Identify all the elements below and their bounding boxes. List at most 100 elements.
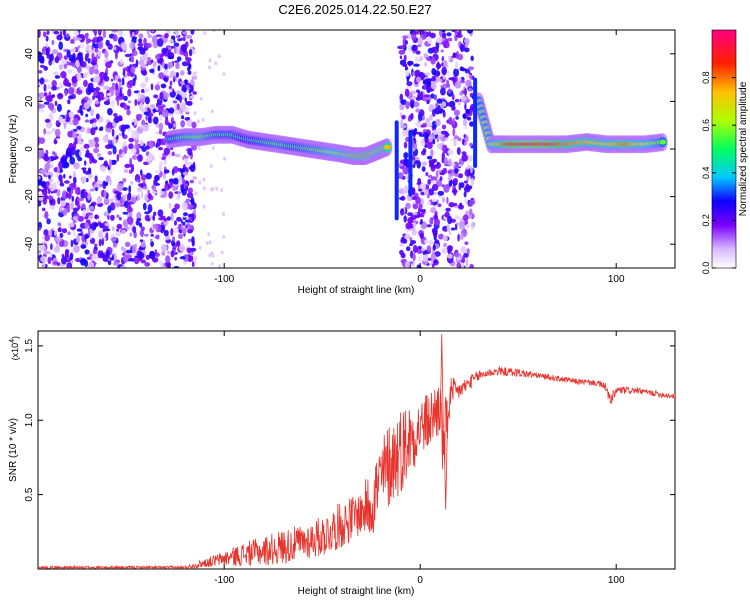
noise-blob [430, 93, 435, 99]
noise-blob [469, 208, 473, 216]
noise-blob [54, 138, 57, 145]
noise-blob [467, 30, 473, 34]
noise-blob [110, 236, 118, 242]
noise-blob [57, 197, 61, 205]
noise-blob [81, 176, 87, 182]
noise-blob [430, 149, 434, 157]
noise-blob [217, 54, 221, 59]
noise-blob [144, 76, 149, 83]
noise-blob [144, 233, 149, 237]
noise-blob [462, 113, 467, 119]
noise-blob [39, 243, 45, 251]
noise-blob [43, 92, 48, 97]
noise-blob [83, 102, 90, 110]
noise-blob [464, 103, 467, 111]
noise-blob [116, 228, 120, 232]
noise-blob [55, 236, 62, 242]
noise-blob [56, 103, 62, 112]
noise-blob [115, 231, 122, 237]
noise-blob [142, 124, 150, 132]
noise-blob [43, 155, 50, 162]
noise-blob [142, 180, 146, 186]
noise-blob [146, 30, 150, 35]
noise-blob [464, 126, 468, 130]
noise-blob [67, 69, 73, 74]
noise-blob [150, 83, 154, 91]
noise-blob [432, 46, 435, 52]
noise-blob [148, 140, 154, 149]
noise-blob [72, 117, 79, 126]
noise-blob [82, 73, 86, 78]
noise-blob [157, 209, 164, 217]
noise-blob [214, 61, 218, 66]
noise-blob [79, 34, 86, 43]
noise-blob [428, 239, 433, 246]
noise-blob [452, 52, 456, 58]
noise-blob [53, 246, 61, 253]
noise-blob [84, 222, 89, 229]
noise-blob [80, 61, 87, 68]
noise-blob [434, 251, 441, 257]
noise-blob [75, 188, 78, 194]
noise-blob [181, 61, 189, 67]
noise-blob [170, 250, 175, 258]
noise-blob [400, 118, 404, 127]
noise-blob [88, 228, 93, 234]
noise-blob [406, 246, 411, 252]
noise-blob [38, 30, 41, 38]
noise-blob [104, 50, 109, 59]
y-tick-label: 1.0 [24, 413, 35, 427]
noise-blob [52, 182, 57, 191]
noise-blob [403, 152, 409, 159]
noise-blob [74, 30, 80, 36]
noise-blob [426, 245, 432, 253]
snr-frame [37, 330, 676, 570]
noise-blob [144, 211, 151, 215]
noise-blob [186, 192, 194, 199]
noise-blob [211, 186, 215, 191]
noise-blob [103, 160, 108, 166]
noise-blob [406, 81, 413, 87]
noise-blob [182, 221, 186, 226]
noise-blob [426, 122, 433, 127]
noise-blob [42, 189, 48, 196]
noise-blob [158, 147, 163, 151]
noise-blob [453, 187, 457, 196]
noise-blob [190, 30, 195, 35]
noise-blob [141, 119, 146, 127]
noise-blob [193, 111, 197, 116]
noise-blob [56, 262, 61, 267]
noise-blob [171, 168, 175, 176]
noise-blob [64, 249, 69, 258]
noise-blob [455, 223, 458, 231]
x-tick-label: 100 [608, 274, 625, 285]
noise-blob [147, 204, 153, 213]
noise-blob [223, 156, 227, 161]
noise-blob [158, 129, 163, 135]
noise-blob [134, 99, 138, 106]
noise-blob [446, 32, 452, 37]
y-tick-label: 1.5 [24, 338, 35, 352]
noise-blob [447, 88, 452, 94]
noise-blob [429, 32, 436, 39]
x-tick-label: 0 [417, 274, 423, 285]
noise-blob [103, 197, 110, 206]
noise-blob [423, 61, 428, 67]
noise-blob [418, 256, 422, 263]
noise-blob [134, 143, 140, 149]
noise-blob [469, 121, 475, 127]
noise-blob [68, 222, 75, 228]
noise-blob [98, 230, 103, 239]
noise-blob [103, 211, 110, 217]
noise-blob [440, 136, 447, 142]
noise-blob [60, 200, 66, 207]
noise-blob [88, 82, 94, 90]
noise-blob [38, 175, 41, 180]
noise-blob [104, 222, 110, 227]
noise-blob [88, 261, 95, 268]
noise-blob [456, 34, 463, 38]
noise-blob [164, 118, 169, 126]
noise-blob [111, 226, 115, 231]
noise-blob [453, 138, 457, 147]
noise-blob [403, 54, 407, 62]
